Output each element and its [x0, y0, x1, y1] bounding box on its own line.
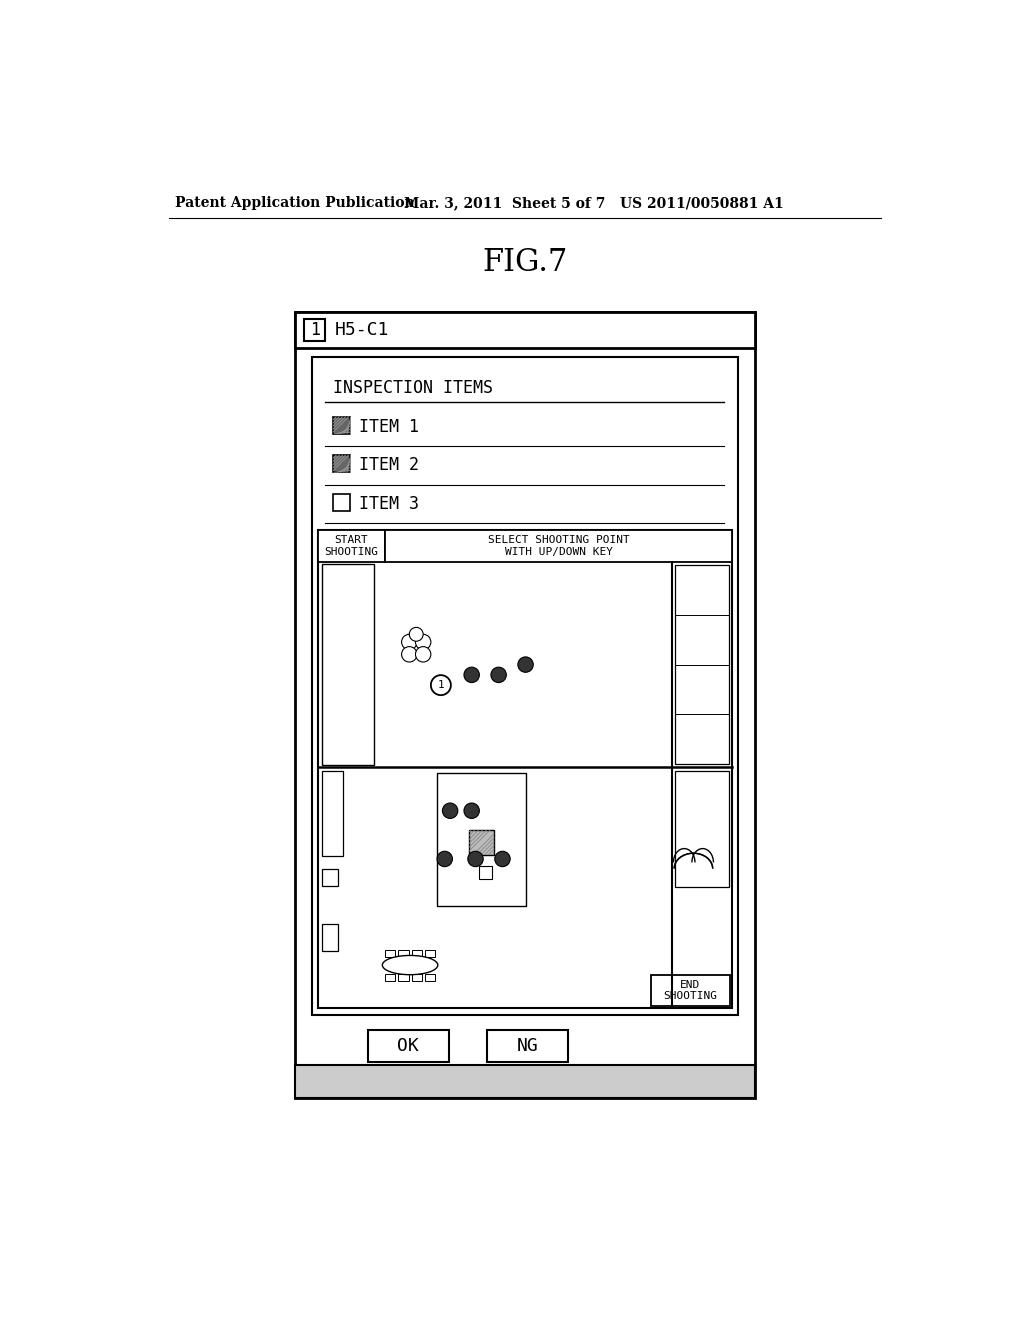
Circle shape	[437, 851, 453, 867]
Bar	[412, 949, 422, 957]
Bar	[487, 1030, 568, 1063]
Bar	[322, 869, 339, 886]
Bar	[322, 924, 339, 950]
Bar	[479, 866, 492, 879]
Bar	[322, 771, 343, 855]
Text: Mar. 3, 2011  Sheet 5 of 7: Mar. 3, 2011 Sheet 5 of 7	[403, 197, 605, 210]
Bar	[675, 565, 729, 764]
Circle shape	[401, 635, 417, 649]
Bar	[333, 494, 350, 511]
Bar	[322, 564, 374, 766]
Bar	[317, 529, 385, 562]
Text: ITEM 2: ITEM 2	[359, 457, 419, 474]
Text: SHOOTING: SHOOTING	[325, 546, 379, 557]
Circle shape	[442, 803, 458, 818]
Circle shape	[464, 667, 479, 682]
Text: START: START	[335, 535, 369, 545]
Text: H5-C1: H5-C1	[335, 321, 389, 339]
Text: WITH UP/DOWN KEY: WITH UP/DOWN KEY	[505, 546, 612, 557]
Bar	[295, 313, 755, 348]
Text: ITEM 1: ITEM 1	[359, 417, 419, 436]
Bar	[385, 529, 732, 562]
Text: 1: 1	[437, 680, 444, 690]
Circle shape	[495, 851, 510, 867]
Text: ITEM 3: ITEM 3	[359, 495, 419, 512]
Text: NG: NG	[517, 1038, 539, 1055]
Text: END: END	[680, 981, 700, 990]
Circle shape	[468, 851, 483, 867]
Bar	[304, 319, 326, 341]
Text: SELECT SHOOTING POINT: SELECT SHOOTING POINT	[487, 535, 630, 545]
Bar	[675, 771, 729, 887]
Bar	[317, 529, 732, 1008]
Circle shape	[416, 635, 431, 649]
Circle shape	[416, 647, 431, 663]
Circle shape	[490, 667, 506, 682]
Bar	[333, 455, 350, 473]
Circle shape	[518, 657, 534, 672]
Bar	[412, 974, 422, 981]
Bar	[437, 774, 525, 906]
Circle shape	[401, 647, 417, 663]
Text: 1: 1	[309, 321, 319, 339]
Bar	[397, 949, 409, 957]
Bar	[385, 974, 395, 981]
Bar	[295, 1065, 755, 1098]
Bar	[311, 358, 738, 1015]
Bar	[295, 313, 755, 1098]
Text: OK: OK	[397, 1038, 419, 1055]
Bar	[385, 949, 395, 957]
Circle shape	[410, 627, 423, 642]
Bar	[425, 949, 435, 957]
Text: Patent Application Publication: Patent Application Publication	[175, 197, 415, 210]
Text: INSPECTION ITEMS: INSPECTION ITEMS	[333, 379, 494, 397]
Bar	[397, 974, 409, 981]
Bar	[333, 417, 350, 434]
Bar	[425, 974, 435, 981]
Bar	[368, 1030, 449, 1063]
Text: FIG.7: FIG.7	[482, 247, 567, 277]
Ellipse shape	[382, 956, 438, 974]
Circle shape	[464, 803, 479, 818]
Text: US 2011/0050881 A1: US 2011/0050881 A1	[620, 197, 783, 210]
Bar	[651, 975, 730, 1006]
Text: SHOOTING: SHOOTING	[664, 991, 718, 1001]
Bar	[469, 830, 494, 854]
Circle shape	[431, 675, 451, 696]
